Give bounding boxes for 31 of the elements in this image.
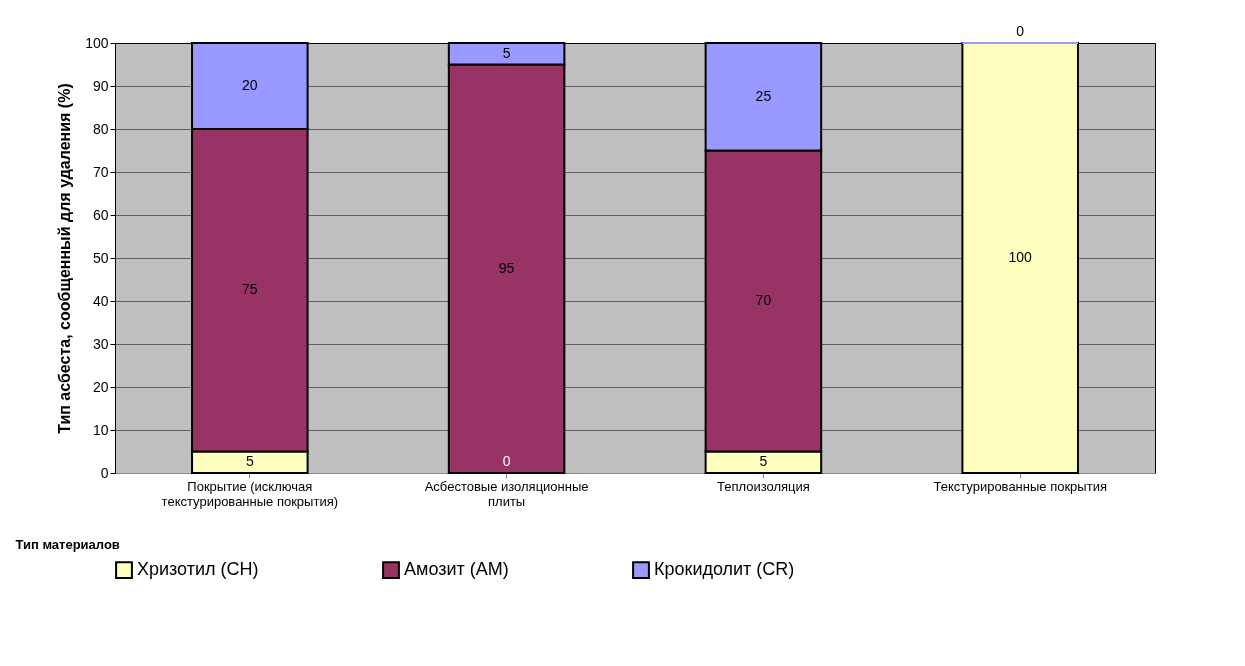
y-tick-label: 100 [85,34,109,51]
x-tick-label: Покрытие (исключая текстурированные покрытия) [161,478,339,509]
x-tick-label: Теплоизоляция [716,478,810,494]
data-label: 20 [242,77,258,93]
y-tick-label: 0 [100,464,109,481]
legend-label: Крокидолит (CR) [654,559,795,580]
y-tick-label: 40 [92,292,109,309]
data-label: 95 [498,259,515,276]
y-tick-label: 10 [92,421,109,438]
data-label: 75 [242,281,258,298]
data-label: 70 [755,292,772,308]
data-label: 100 [1008,249,1033,265]
y-tick-label: 20 [92,378,109,395]
data-label: 25 [755,87,772,104]
data-label: 5 [502,44,511,61]
data-label: 0 [502,453,511,469]
data-label: 5 [759,453,768,470]
legend-label: Амозит (AM) [404,559,509,580]
y-tick-label: 50 [92,249,109,266]
y-tick-label: 80 [92,120,109,137]
y-tick-label: 70 [92,163,109,180]
y-tick-label: 60 [92,206,109,223]
x-tick-label: Асбестовые изоляционные плиты [424,478,589,509]
x-tick-label: Текстурированные покрытия [933,478,1107,494]
data-label: 5 [245,453,254,470]
y-tick-label: 90 [92,77,109,94]
legend-label: Хризотил (CH) [137,559,259,580]
y-tick-label: 30 [92,335,109,352]
x-axis-title: Тип материалов [15,536,120,552]
data-label: 0 [1016,23,1025,39]
y-axis-title: Тип асбеста, сообщенный для удаления (%) [56,83,74,434]
